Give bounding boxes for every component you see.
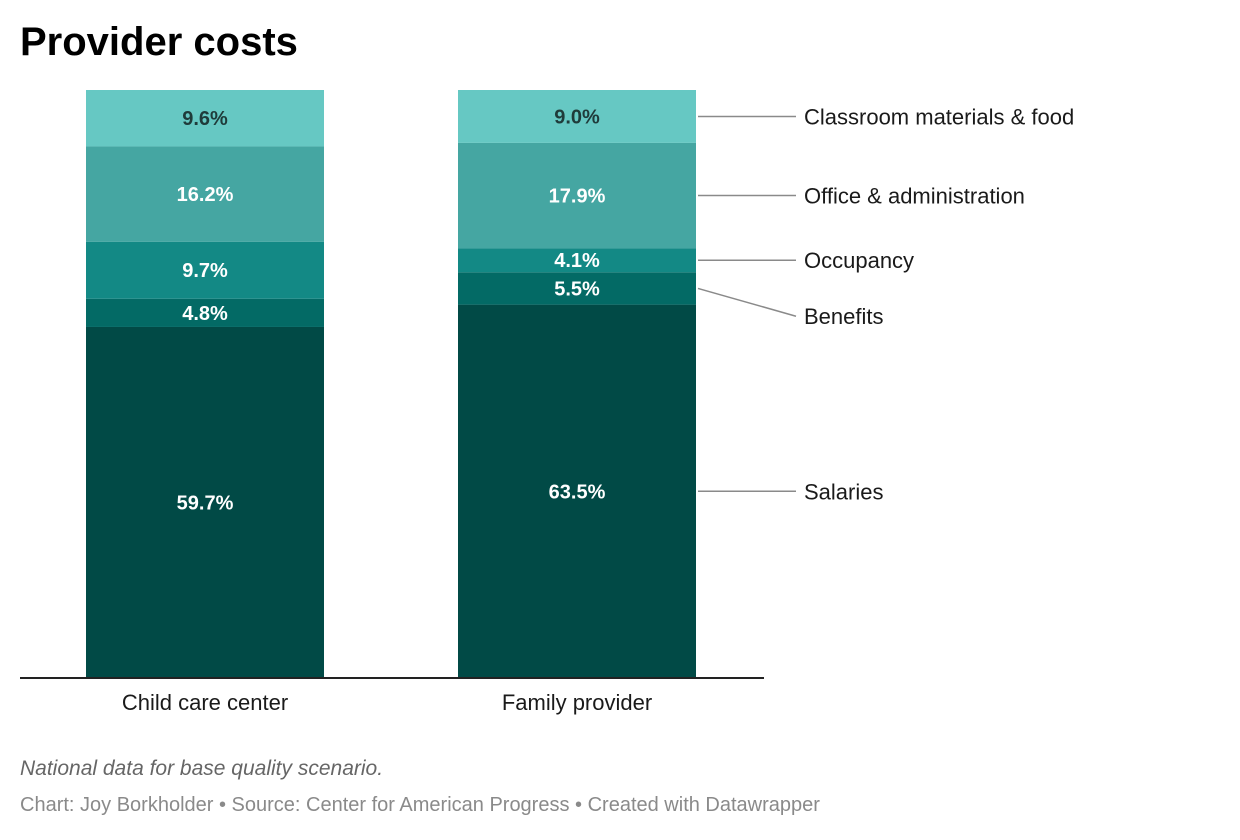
- value-label-occupancy-family-provider: 4.1%: [554, 250, 600, 272]
- value-label-classroom-materials-and-food-child-care-center: 9.6%: [182, 108, 228, 130]
- credit-source: Source: Center for American Progress: [231, 794, 570, 816]
- bar-salaries-child-care-center: [86, 326, 324, 678]
- legend-connector-benefits: [697, 287, 797, 317]
- value-label-salaries-family-provider: 63.5%: [549, 481, 606, 503]
- credit-separator: •: [569, 794, 588, 816]
- chart-credits: Chart: Joy Borkholder • Source: Center f…: [20, 794, 820, 817]
- value-label-salaries-child-care-center: 59.7%: [177, 492, 234, 514]
- chart-title: Provider costs: [20, 20, 298, 64]
- legend-label-benefits: Benefits: [804, 304, 884, 329]
- value-label-occupancy-child-care-center: 9.7%: [182, 260, 228, 282]
- legend-group: Classroom materials & food Office & admin…: [697, 104, 1074, 504]
- value-labels-group: 59.7% 4.8% 9.7% 16.2% 9.6% 63.5% 5.5% 4.1% 17.9%…: [177, 106, 606, 514]
- value-label-classroom-materials-and-food-family-provider: 9.0%: [554, 106, 600, 128]
- value-label-office-and-administration-child-care-center: 16.2%: [177, 184, 234, 206]
- value-label-office-and-administration-family-provider: 17.9%: [549, 186, 606, 208]
- bar-occupancy-family-provider: [458, 248, 696, 273]
- legend-label-classroom-materials-and-food: Classroom materials & food: [804, 104, 1074, 129]
- category-labels-group: Child care center Family provider: [122, 690, 652, 715]
- bar-benefits-child-care-center: [86, 298, 324, 327]
- bar-benefits-family-provider: [458, 272, 696, 305]
- bar-office-and-administration-family-provider: [458, 142, 696, 249]
- bar-classroom-materials-and-food-child-care-center: [86, 90, 324, 147]
- bars-group: [86, 90, 696, 678]
- value-label-benefits-child-care-center: 4.8%: [182, 303, 228, 325]
- legend-label-office-and-administration: Office & administration: [804, 184, 1025, 209]
- credit-tool: Created with Datawrapper: [587, 794, 820, 816]
- bar-occupancy-child-care-center: [86, 241, 324, 299]
- bar-salaries-family-provider: [458, 304, 696, 678]
- category-label-child-care-center: Child care center: [122, 690, 288, 715]
- category-label-family-provider: Family provider: [502, 690, 652, 715]
- legend-label-salaries: Salaries: [804, 479, 883, 504]
- value-label-benefits-family-provider: 5.5%: [554, 278, 600, 300]
- bar-office-and-administration-child-care-center: [86, 146, 324, 242]
- credit-chart: Chart: Joy Borkholder: [20, 794, 214, 816]
- legend-label-occupancy: Occupancy: [804, 248, 914, 273]
- stacked-bar-chart: 59.7% 4.8% 9.7% 16.2% 9.6% 63.5% 5.5% 4.1% 17.9%…: [20, 90, 1074, 715]
- bar-classroom-materials-and-food-family-provider: [458, 90, 696, 143]
- chart-note: National data for base quality scenario.: [20, 757, 384, 780]
- credit-separator: •: [213, 794, 232, 816]
